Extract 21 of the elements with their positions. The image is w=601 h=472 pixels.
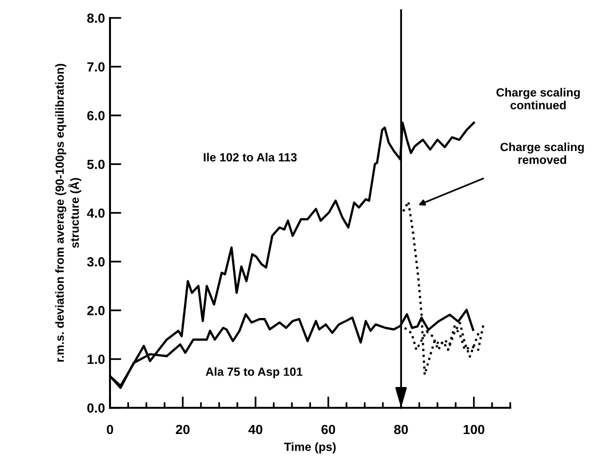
y-tick-label: 5.0 [87,160,105,170]
x-tick-label: 20 [176,424,190,434]
x-axis-title: Time (ps) [284,442,336,454]
annotation: Charge scaling removed [500,142,584,164]
y-tick-label: 6.0 [87,110,105,120]
x-tick-label: 100 [464,424,484,434]
annotation: Ile 102 to Ala 113 [204,152,297,162]
annotation: Ala 75 to Asp 101 [206,367,302,378]
x-tick-label: 60 [321,424,336,434]
y-tick-label: 7.0 [87,62,105,72]
y-axis-title: r.m.s. deviation from average (90-100ps equilibration) structure (Å) [55,64,82,362]
y-tick-label: 0.0 [87,403,105,413]
y-tick-label: 2.0 [87,306,105,316]
y-tick-label: 4.0 [86,208,105,218]
x-tick-label: 0 [106,424,114,434]
annotation: Charge scaling continued [496,88,580,110]
y-tick-label: 8.0 [87,14,105,23]
y-tick-label: 1.0 [88,354,105,364]
y-tick-label: 3.0 [87,257,105,267]
x-tick-label: 80 [394,424,408,434]
x-tick-label: 40 [248,424,262,434]
